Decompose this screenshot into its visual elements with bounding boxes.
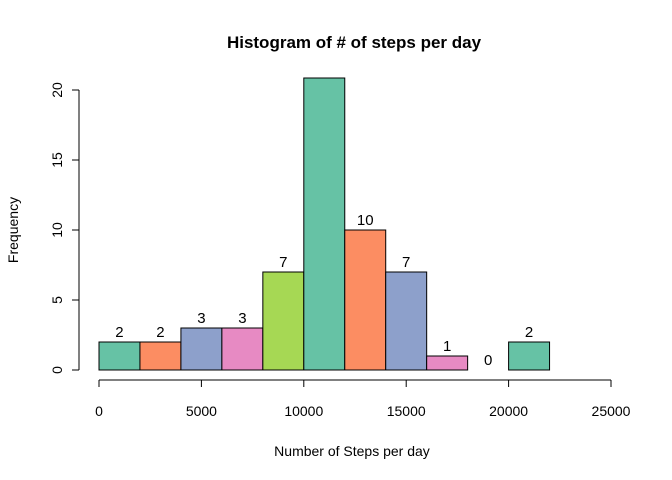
bar-count-label: 7 <box>402 254 410 271</box>
histogram-bar <box>303 77 346 371</box>
histogram-bar <box>262 271 305 371</box>
bar-count-label: 7 <box>279 254 287 271</box>
y-tick-label: 20 <box>49 82 65 98</box>
y-tick-label: 10 <box>49 222 65 238</box>
histogram-bar <box>508 341 551 371</box>
bar-count-label: 2 <box>115 324 123 341</box>
x-tick-label: 15000 <box>387 403 426 419</box>
x-axis-label: Number of Steps per day <box>274 443 430 459</box>
histogram-bar <box>221 327 264 371</box>
histogram-bar <box>344 229 387 371</box>
x-tick-label: 25000 <box>592 403 631 419</box>
x-tick-label: 5000 <box>186 403 217 419</box>
x-tick-label: 0 <box>95 403 103 419</box>
bars-group <box>98 77 551 371</box>
bar-count-label: 3 <box>238 310 246 327</box>
histogram-bar <box>98 341 141 371</box>
bar-count-label: 0 <box>484 352 492 369</box>
histogram-bar <box>180 327 223 371</box>
x-axis: 0 5000 10000 15000 20000 25000 <box>95 379 631 419</box>
chart-title: Histogram of # of steps per day <box>227 33 482 52</box>
bar-count-label: 2 <box>156 324 164 341</box>
bar-count-label: 10 <box>357 212 374 229</box>
bar-count-label: 2 <box>525 324 533 341</box>
histogram-bar <box>139 341 182 371</box>
x-tick-label: 20000 <box>489 403 528 419</box>
y-axis-label: Frequency <box>5 197 21 263</box>
y-tick-label: 15 <box>49 152 65 168</box>
x-tick-label: 10000 <box>284 403 323 419</box>
histogram-bar <box>426 355 469 371</box>
bar-count-label: 1 <box>443 338 451 355</box>
y-tick-label: 5 <box>49 296 65 304</box>
histogram-bar <box>385 271 428 371</box>
y-axis: 0 5 10 15 20 <box>49 82 80 374</box>
bar-count-label: 3 <box>197 310 205 327</box>
y-tick-label: 0 <box>49 366 65 374</box>
